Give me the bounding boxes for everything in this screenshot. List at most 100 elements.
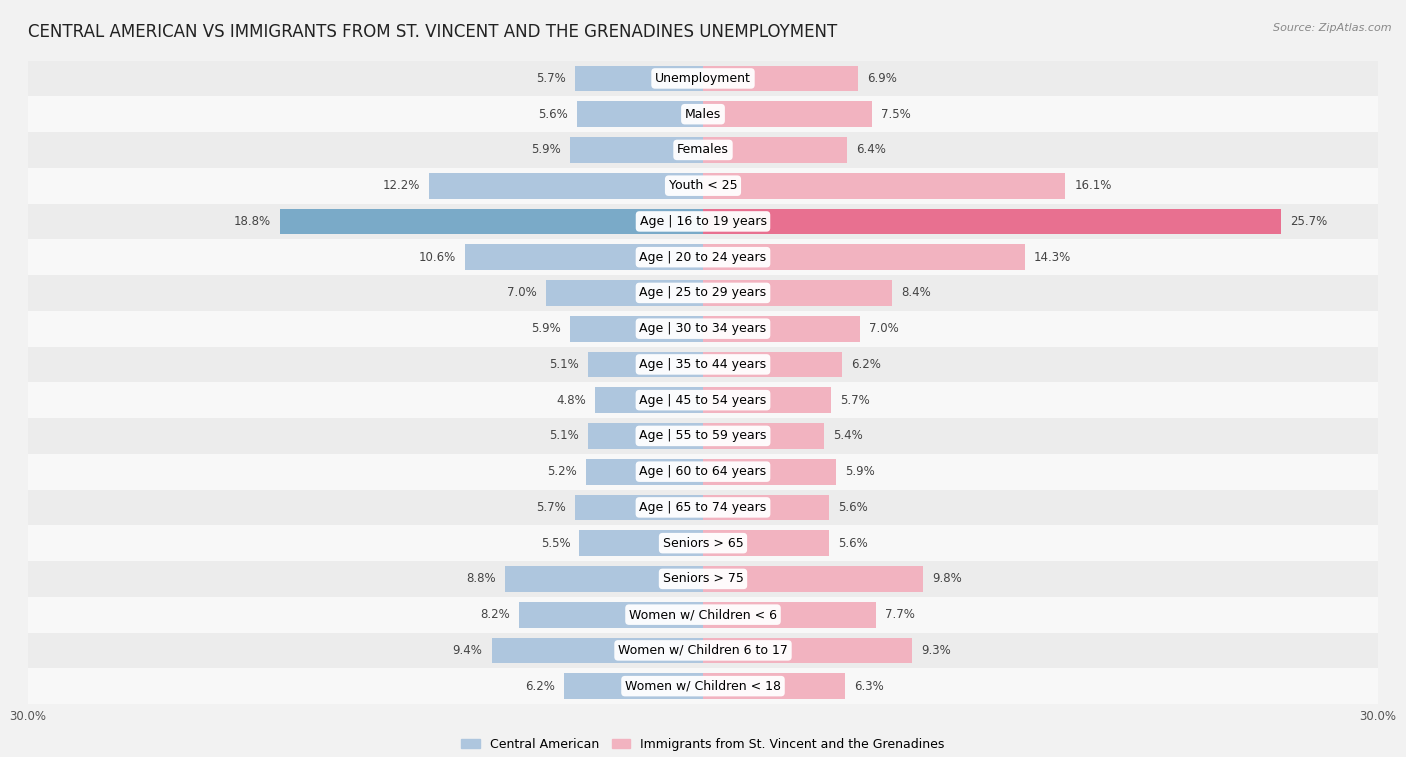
Bar xyxy=(703,494,830,520)
Text: Age | 65 to 74 years: Age | 65 to 74 years xyxy=(640,501,766,514)
Text: 7.5%: 7.5% xyxy=(880,107,911,120)
Bar xyxy=(703,173,1066,198)
Text: Seniors > 75: Seniors > 75 xyxy=(662,572,744,585)
Text: 12.2%: 12.2% xyxy=(382,179,419,192)
Bar xyxy=(595,388,703,413)
Bar xyxy=(280,208,703,235)
Bar xyxy=(28,418,1378,453)
Bar xyxy=(703,566,924,592)
Bar xyxy=(564,673,703,699)
Bar xyxy=(28,382,1378,418)
Bar xyxy=(492,637,703,663)
Text: Women w/ Children < 18: Women w/ Children < 18 xyxy=(626,680,780,693)
Bar xyxy=(464,245,703,270)
Bar xyxy=(28,132,1378,168)
Bar xyxy=(703,531,830,556)
Legend: Central American, Immigrants from St. Vincent and the Grenadines: Central American, Immigrants from St. Vi… xyxy=(456,733,950,755)
Bar xyxy=(703,351,842,377)
Text: 5.2%: 5.2% xyxy=(547,465,576,478)
Text: 6.3%: 6.3% xyxy=(853,680,883,693)
Bar xyxy=(429,173,703,198)
Text: 5.7%: 5.7% xyxy=(841,394,870,407)
Text: 9.3%: 9.3% xyxy=(921,644,950,657)
Text: 5.4%: 5.4% xyxy=(834,429,863,442)
Bar xyxy=(588,423,703,449)
Text: 25.7%: 25.7% xyxy=(1291,215,1327,228)
Bar xyxy=(28,347,1378,382)
Bar xyxy=(28,168,1378,204)
Text: Age | 16 to 19 years: Age | 16 to 19 years xyxy=(640,215,766,228)
Text: Age | 45 to 54 years: Age | 45 to 54 years xyxy=(640,394,766,407)
Bar xyxy=(28,525,1378,561)
Text: 5.7%: 5.7% xyxy=(536,72,565,85)
Text: Age | 30 to 34 years: Age | 30 to 34 years xyxy=(640,322,766,335)
Text: Males: Males xyxy=(685,107,721,120)
Bar xyxy=(546,280,703,306)
Text: 9.4%: 9.4% xyxy=(453,644,482,657)
Text: 5.9%: 5.9% xyxy=(531,143,561,157)
Text: Source: ZipAtlas.com: Source: ZipAtlas.com xyxy=(1274,23,1392,33)
Text: Age | 60 to 64 years: Age | 60 to 64 years xyxy=(640,465,766,478)
Text: 5.1%: 5.1% xyxy=(550,429,579,442)
Bar xyxy=(28,597,1378,633)
Bar xyxy=(703,101,872,127)
Text: 7.0%: 7.0% xyxy=(869,322,900,335)
Bar xyxy=(571,316,703,341)
Text: Women w/ Children 6 to 17: Women w/ Children 6 to 17 xyxy=(619,644,787,657)
Text: CENTRAL AMERICAN VS IMMIGRANTS FROM ST. VINCENT AND THE GRENADINES UNEMPLOYMENT: CENTRAL AMERICAN VS IMMIGRANTS FROM ST. … xyxy=(28,23,838,41)
Text: 5.6%: 5.6% xyxy=(838,537,868,550)
Bar xyxy=(571,137,703,163)
Bar xyxy=(579,531,703,556)
Text: 16.1%: 16.1% xyxy=(1074,179,1112,192)
Text: Age | 35 to 44 years: Age | 35 to 44 years xyxy=(640,358,766,371)
Bar xyxy=(703,602,876,628)
Text: 14.3%: 14.3% xyxy=(1033,251,1071,263)
Text: 9.8%: 9.8% xyxy=(932,572,962,585)
Text: Youth < 25: Youth < 25 xyxy=(669,179,737,192)
Bar xyxy=(28,96,1378,132)
Text: 6.2%: 6.2% xyxy=(524,680,554,693)
Bar xyxy=(28,204,1378,239)
Bar xyxy=(28,633,1378,668)
Bar xyxy=(703,280,891,306)
Text: Females: Females xyxy=(678,143,728,157)
Text: 5.7%: 5.7% xyxy=(536,501,565,514)
Bar xyxy=(28,668,1378,704)
Text: 7.0%: 7.0% xyxy=(506,286,537,300)
Bar xyxy=(575,494,703,520)
Text: Age | 25 to 29 years: Age | 25 to 29 years xyxy=(640,286,766,300)
Text: 8.8%: 8.8% xyxy=(467,572,496,585)
Bar xyxy=(586,459,703,484)
Bar xyxy=(703,388,831,413)
Bar xyxy=(28,61,1378,96)
Text: 6.9%: 6.9% xyxy=(868,72,897,85)
Bar xyxy=(575,66,703,92)
Bar xyxy=(703,66,858,92)
Text: Women w/ Children < 6: Women w/ Children < 6 xyxy=(628,608,778,621)
Bar xyxy=(703,316,860,341)
Text: 4.8%: 4.8% xyxy=(557,394,586,407)
Text: Age | 55 to 59 years: Age | 55 to 59 years xyxy=(640,429,766,442)
Bar xyxy=(505,566,703,592)
Text: 5.5%: 5.5% xyxy=(541,537,571,550)
Bar xyxy=(28,490,1378,525)
Bar xyxy=(519,602,703,628)
Text: 18.8%: 18.8% xyxy=(233,215,271,228)
Bar xyxy=(703,137,846,163)
Text: Seniors > 65: Seniors > 65 xyxy=(662,537,744,550)
Bar xyxy=(28,453,1378,490)
Bar xyxy=(28,275,1378,311)
Text: 5.1%: 5.1% xyxy=(550,358,579,371)
Bar xyxy=(703,637,912,663)
Text: 10.6%: 10.6% xyxy=(419,251,456,263)
Bar xyxy=(703,423,824,449)
Bar xyxy=(576,101,703,127)
Bar xyxy=(703,208,1281,235)
Text: 5.9%: 5.9% xyxy=(845,465,875,478)
Text: 5.6%: 5.6% xyxy=(538,107,568,120)
Bar xyxy=(703,673,845,699)
Text: 6.4%: 6.4% xyxy=(856,143,886,157)
Bar xyxy=(28,561,1378,597)
Text: 8.2%: 8.2% xyxy=(479,608,509,621)
Bar xyxy=(703,459,835,484)
